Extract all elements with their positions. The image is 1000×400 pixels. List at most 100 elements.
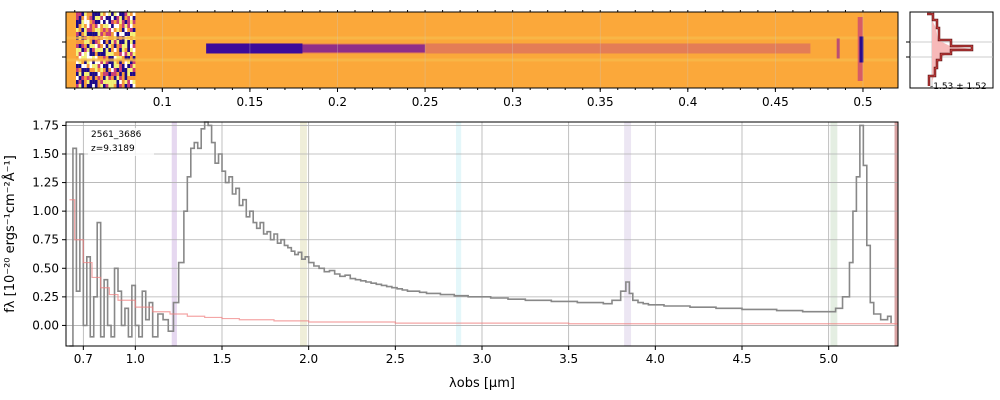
noise-pixel: [116, 12, 120, 16]
y-tick-label: 1.25: [32, 176, 59, 190]
noise-pixel: [89, 16, 93, 20]
noise-pixel: [89, 40, 93, 44]
noise-pixel: [103, 48, 106, 52]
noise-pixel: [94, 20, 98, 24]
noise-pixel: [81, 20, 85, 24]
noise-pixel: [113, 84, 117, 88]
noise-pixel: [108, 68, 112, 72]
noise-pixel: [81, 80, 85, 84]
noise-pixel: [116, 76, 120, 80]
noise-pixel: [100, 56, 103, 60]
noise-pixel: [127, 56, 130, 60]
noise-pixel: [113, 80, 117, 84]
noise-pixel: [76, 32, 79, 36]
noise-pixel: [121, 16, 125, 20]
noise-pixel: [89, 60, 93, 64]
noise-pixel: [76, 60, 79, 64]
noise-pixel: [103, 40, 106, 44]
noise-pixel: [113, 20, 117, 24]
noise-pixel: [94, 68, 98, 72]
noise-pixel: [132, 64, 136, 68]
noise-pixel: [116, 44, 120, 48]
noise-pixel: [76, 20, 79, 24]
noise-pixel: [94, 84, 98, 88]
noise-pixel: [86, 60, 90, 64]
noise-pixel: [108, 28, 112, 32]
noise-pixel: [89, 84, 93, 88]
noise-pixel: [119, 52, 122, 56]
noise-pixel: [78, 52, 82, 56]
noise-pixel: [100, 20, 103, 24]
noise-pixel: [78, 76, 82, 80]
error-line: [69, 199, 898, 325]
noise-pixel: [119, 16, 122, 20]
noise-pixel: [100, 40, 103, 44]
noise-pixel: [92, 28, 95, 32]
noise-pixel: [92, 80, 95, 84]
noise-pixel: [111, 64, 114, 68]
noise-pixel: [81, 60, 85, 64]
noise-pixel: [105, 40, 109, 44]
noise-pixel: [78, 56, 82, 60]
noise-pixel: [97, 48, 101, 52]
noise-pixel: [97, 84, 101, 88]
noise-pixel: [105, 56, 109, 60]
noise-pixel: [130, 24, 133, 28]
noise-pixel: [116, 84, 120, 88]
noise-pixel: [78, 24, 82, 28]
noise-pixel: [127, 48, 130, 52]
noise-pixel: [130, 20, 133, 24]
noise-pixel: [76, 72, 79, 76]
noise-pixel: [78, 64, 82, 68]
top-x-tick-label: 0.1: [153, 95, 172, 109]
trace-core: [206, 43, 303, 54]
noise-pixel: [97, 28, 101, 32]
noise-pixel: [108, 60, 112, 64]
noise-pixel: [81, 24, 85, 28]
noise-pixel: [103, 28, 106, 32]
noise-pixel: [78, 28, 82, 32]
noise-pixel: [121, 44, 125, 48]
noise-pixel: [78, 72, 82, 76]
noise-pixel: [116, 32, 120, 36]
noise-pixel: [94, 80, 98, 84]
noise-pixel: [108, 64, 112, 68]
noise-pixel: [84, 48, 87, 52]
noise-pixel: [76, 44, 79, 48]
noise-pixel: [113, 52, 117, 56]
noise-pixel: [97, 16, 101, 20]
noise-pixel: [119, 72, 122, 76]
noise-pixel: [76, 68, 79, 72]
noise-pixel: [130, 68, 133, 72]
noise-pixel: [113, 60, 117, 64]
x-tick-label: 4.0: [646, 352, 665, 366]
noise-pixel: [108, 48, 112, 52]
noise-pixel: [121, 56, 125, 60]
noise-pixel: [92, 52, 95, 56]
noise-pixel: [100, 28, 103, 32]
noise-pixel: [121, 80, 125, 84]
noise-pixel: [78, 60, 82, 64]
noise-pixel: [78, 16, 82, 20]
noise-pixel: [130, 12, 133, 16]
noise-pixel: [119, 40, 122, 44]
x-axis-ticks: 0.7 1.0 1.5 2.0 2.5 3.0 3.5 4.0 4.5 5.0: [74, 346, 838, 366]
noise-pixel: [97, 20, 101, 24]
noise-pixel: [127, 84, 130, 88]
noise-pixel: [119, 32, 122, 36]
noise-pixel: [130, 80, 133, 84]
noise-pixel: [105, 72, 109, 76]
noise-pixel: [108, 56, 112, 60]
noise-pixel: [84, 16, 87, 20]
noise-pixel: [76, 28, 79, 32]
noise-pixel: [76, 16, 79, 20]
object-id-label: 2561_3686: [91, 130, 142, 140]
noise-pixel: [89, 72, 93, 76]
noise-pixel: [130, 52, 133, 56]
noise-pixel: [81, 72, 85, 76]
noise-pixel: [100, 12, 103, 16]
noise-pixel: [92, 64, 95, 68]
noise-pixel: [103, 12, 106, 16]
noise-pixel: [97, 40, 101, 44]
line-band: [624, 122, 632, 346]
